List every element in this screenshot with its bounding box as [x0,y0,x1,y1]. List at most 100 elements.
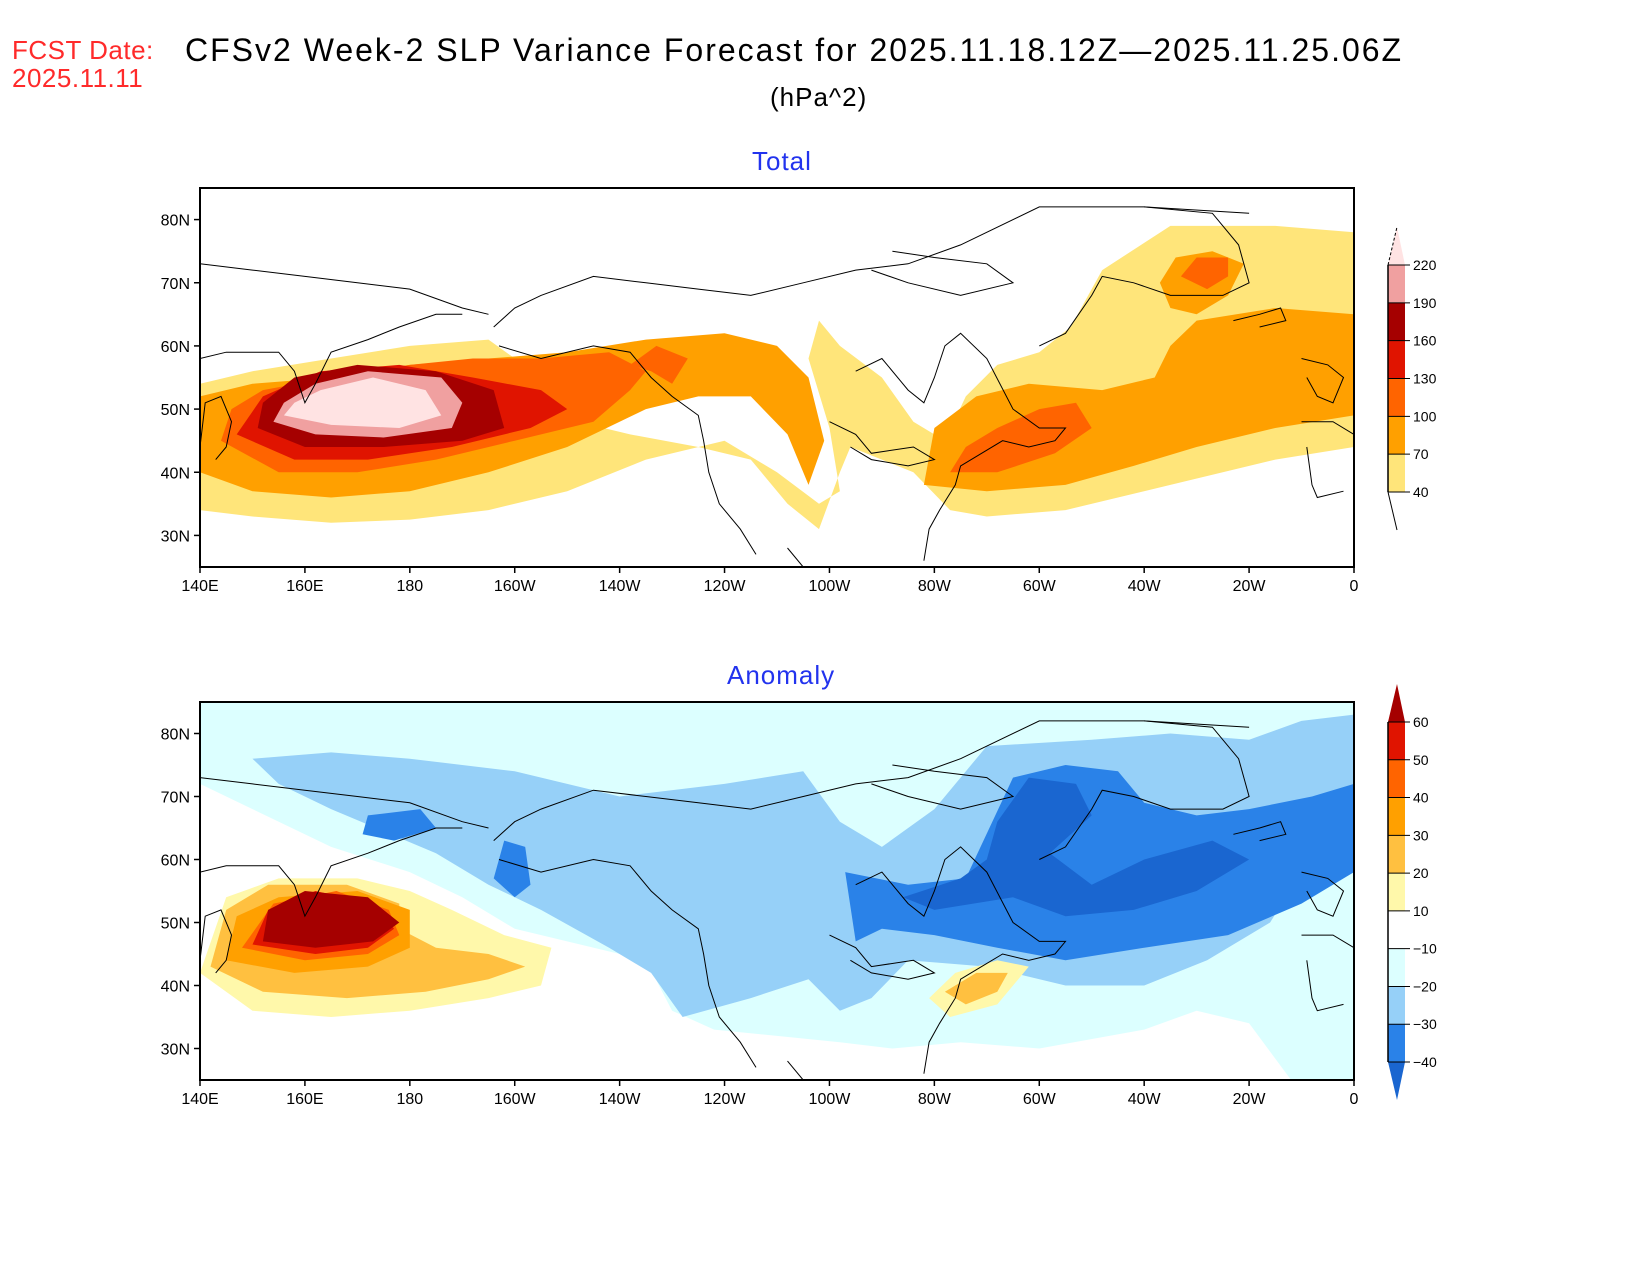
coastline [498,858,757,1068]
x-tick-label: 180 [396,1091,423,1108]
x-tick-label: 140W [599,1091,642,1108]
colorbar-label: 10 [1413,903,1429,919]
y-tick-label: 70N [161,790,190,807]
colorbar-label: 40 [1413,790,1429,806]
colorbar-segment [1388,759,1405,798]
anomaly-contour [845,765,1354,961]
colorbar-segment [1388,340,1405,379]
fcst-date-value: 2025.11.11 [12,63,144,93]
colorbar-label: 70 [1413,446,1429,462]
x-tick-label: 80W [918,578,952,595]
colorbar-min-edge [1387,491,1398,531]
coastline [498,345,757,555]
coastline [1306,446,1344,499]
contour-fill-group [200,702,1354,1080]
coastline [787,1060,804,1080]
panel-title-total: Total [752,146,812,176]
coastline [1306,960,1344,1012]
units-label: (hPa^2) [770,82,868,112]
map-frame [199,187,1355,568]
colorbar-label: 60 [1413,714,1429,730]
coastline [1039,206,1250,347]
colorbar-segment [1388,416,1405,455]
x-tick-label: 0 [1350,1091,1359,1108]
x-tick-label: 140W [599,578,642,595]
coastline [1233,307,1287,328]
colorbar: 40 70 100 130 160 190 220 [1387,226,1437,531]
colorbar-arrow-edge [1387,226,1398,266]
contour-level-100 [950,402,1092,473]
anomaly-contour [262,891,400,948]
colorbar-segment [1388,302,1405,341]
colorbar-label: −30 [1413,1016,1437,1032]
x-tick-label: 40W [1128,578,1162,595]
colorbar-label: −20 [1413,978,1437,994]
x-tick-label: 120W [704,578,747,595]
colorbar-segment [1388,835,1405,874]
colorbar-segment [1388,265,1405,303]
x-tick-label: 20W [1233,1091,1267,1108]
y-tick-label: 40N [161,979,190,996]
colorbar: −40 −30 −20 −10 10 20 30 40 50 60 [1387,684,1437,1100]
x-tick-label: 20W [1233,578,1267,595]
x-tick-label: 60W [1023,1091,1057,1108]
coastline [1301,358,1345,404]
y-tick-label: 80N [161,213,190,230]
x-tick-label: 140E [181,578,218,595]
coastline [829,934,936,980]
coastline [855,332,1067,561]
anomaly-contour [493,840,531,898]
x-tick-label: 160E [286,578,323,595]
x-tick-label: 160E [286,1091,323,1108]
coastline [1301,934,1354,949]
coastline [855,846,1067,1074]
y-tick-label: 50N [161,402,190,419]
coastline [1233,821,1287,842]
y-tick-label: 30N [161,1042,190,1059]
coastline [829,421,936,467]
colorbar-label: 20 [1413,865,1429,881]
coastline [787,547,804,567]
colorbar-label: 40 [1413,484,1429,500]
total-map: 140E 160E 180 160W 140W 120W 100W 80W 60W 40W 20W 0… [161,187,1437,595]
y-tick-label: 30N [161,528,190,545]
colorbar-segment [1388,1024,1405,1062]
y-tick-label: 60N [161,339,190,356]
colorbar-segment [1388,378,1405,417]
y-tick-label: 70N [161,276,190,293]
colorbar-max-arrow [1388,684,1405,722]
coastline [1039,720,1250,860]
page-title: CFSv2 Week-2 SLP Variance Forecast for 2… [185,32,1404,68]
y-tick-label: 50N [161,916,190,933]
colorbar-segment [1388,910,1405,949]
colorbar-segment [1388,948,1405,987]
coastline [200,263,489,315]
coastline-group [200,720,1354,1080]
x-tick-label: 80W [918,1091,952,1108]
contour-level-220 [283,377,442,428]
anomaly-map: 140E 160E 180 160W 140W 120W 100W 80W 60W 40W 20W 0… [161,684,1437,1108]
coastline [200,827,463,918]
anomaly-contour [362,809,436,841]
x-tick-label: 120W [704,1091,747,1108]
coastline [200,909,233,974]
colorbar-segment [1388,454,1405,492]
coastline [1301,871,1345,917]
coastline [493,720,1250,841]
y-tick-label: 80N [161,727,190,744]
colorbar-label: 160 [1413,333,1437,349]
y-tick-label: 60N [161,853,190,870]
colorbar-label: 30 [1413,827,1429,843]
colorbar-min-arrow [1388,1062,1405,1100]
coastline [200,313,463,405]
contour-level-100 [1180,257,1229,290]
colorbar-label: 130 [1413,371,1437,387]
coastline [200,395,233,460]
colorbar-segment [1388,873,1405,911]
map-frame [199,701,1355,1081]
colorbar-segment [1388,797,1405,836]
coastline [871,764,1015,810]
x-tick-label: 40W [1128,1091,1162,1108]
contour-fill-group [200,225,1354,530]
colorbar-label: 50 [1413,752,1429,768]
